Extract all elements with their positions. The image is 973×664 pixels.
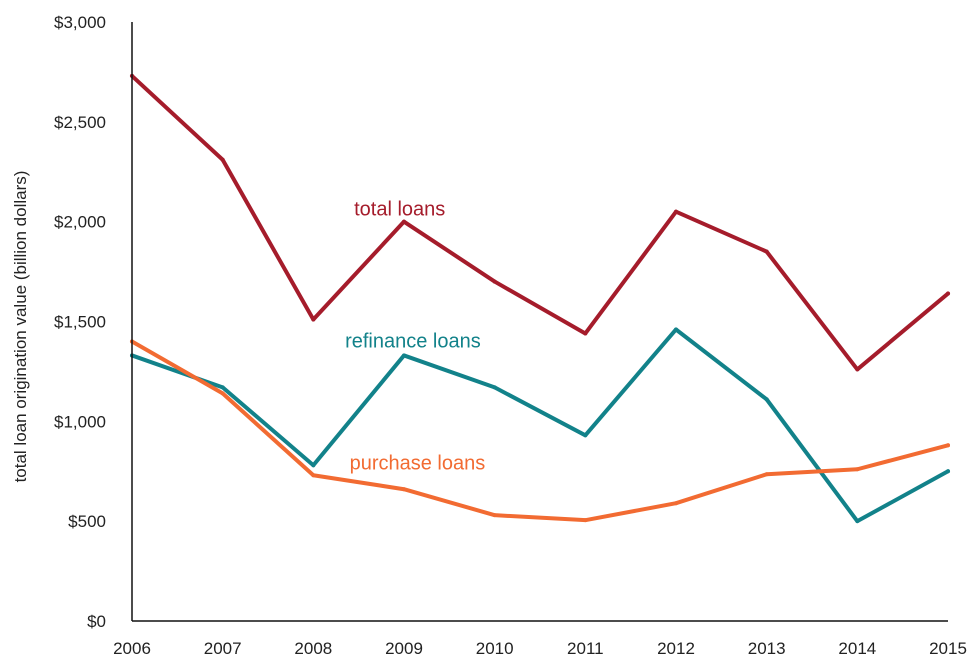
- series-line-total-loans: [130, 73, 950, 372]
- data-point-total-loans: [492, 279, 497, 284]
- series-labels: total loans refinance loans purchase loans: [345, 199, 485, 475]
- data-point-total-loans: [764, 249, 769, 254]
- data-point-total-loans: [583, 331, 588, 336]
- y-axis-ticks: $0 $500 $1,000 $1,500 $2,000 $2,500 $3,000: [54, 13, 106, 631]
- data-point-refinance-loans: [402, 353, 406, 358]
- data-point-purchase-loans: [855, 467, 860, 472]
- data-point-total-loans: [311, 317, 316, 322]
- x-tick-label: 2010: [476, 639, 514, 658]
- data-point-purchase-loans: [492, 513, 497, 518]
- data-point-purchase-loans: [220, 391, 225, 396]
- y-tick-label: $2,500: [54, 113, 106, 132]
- y-tick-label: $1,500: [54, 313, 106, 332]
- x-tick-label: 2006: [113, 639, 151, 658]
- x-tick-label: 2007: [204, 639, 242, 658]
- x-tick-label: 2015: [929, 639, 967, 658]
- y-tick-label: $0: [87, 612, 106, 631]
- series-label-purchase-loans: purchase loans: [350, 452, 486, 474]
- x-tick-label: 2011: [567, 639, 604, 658]
- data-point-refinance-loans: [674, 327, 678, 332]
- data-point-purchase-loans: [583, 518, 588, 523]
- x-tick-label: 2013: [748, 639, 786, 658]
- y-tick-label: $500: [68, 512, 106, 531]
- series-label-total-loans: total loans: [354, 199, 445, 221]
- y-tick-label: $3,000: [54, 13, 106, 32]
- data-point-refinance-loans: [855, 519, 860, 524]
- y-tick-label: $2,000: [54, 213, 106, 232]
- data-point-total-loans: [220, 157, 225, 162]
- series-line-purchase-loans: [130, 339, 950, 523]
- data-point-refinance-loans: [583, 433, 588, 438]
- series-line-refinance-loans: [130, 327, 950, 524]
- series-label-refinance-loans: refinance loans: [345, 330, 481, 352]
- y-axis-title: total loan origination value (billion do…: [11, 171, 30, 483]
- x-tick-label: 2014: [838, 639, 876, 658]
- x-axis-ticks: 2006 2007 2008 2009 2010 2011 2012 2013 2014 2015: [113, 639, 967, 658]
- data-point-purchase-loans: [946, 443, 950, 448]
- x-tick-label: 2009: [385, 639, 423, 658]
- data-point-total-loans: [402, 219, 406, 224]
- data-point-refinance-loans: [492, 385, 497, 390]
- series-lines: [130, 73, 950, 524]
- y-tick-label: $1,000: [54, 412, 106, 431]
- data-point-total-loans: [674, 209, 678, 214]
- data-point-refinance-loans: [220, 385, 225, 390]
- data-point-purchase-loans: [311, 473, 316, 478]
- data-point-purchase-loans: [674, 501, 678, 506]
- x-tick-label: 2008: [294, 639, 332, 658]
- x-tick-label: 2012: [657, 639, 695, 658]
- data-point-refinance-loans: [311, 463, 316, 468]
- data-point-total-loans: [946, 291, 950, 296]
- data-point-purchase-loans: [402, 487, 406, 492]
- data-point-purchase-loans: [764, 472, 769, 477]
- data-point-total-loans: [855, 367, 860, 372]
- data-point-refinance-loans: [764, 397, 769, 402]
- data-point-refinance-loans: [946, 469, 950, 474]
